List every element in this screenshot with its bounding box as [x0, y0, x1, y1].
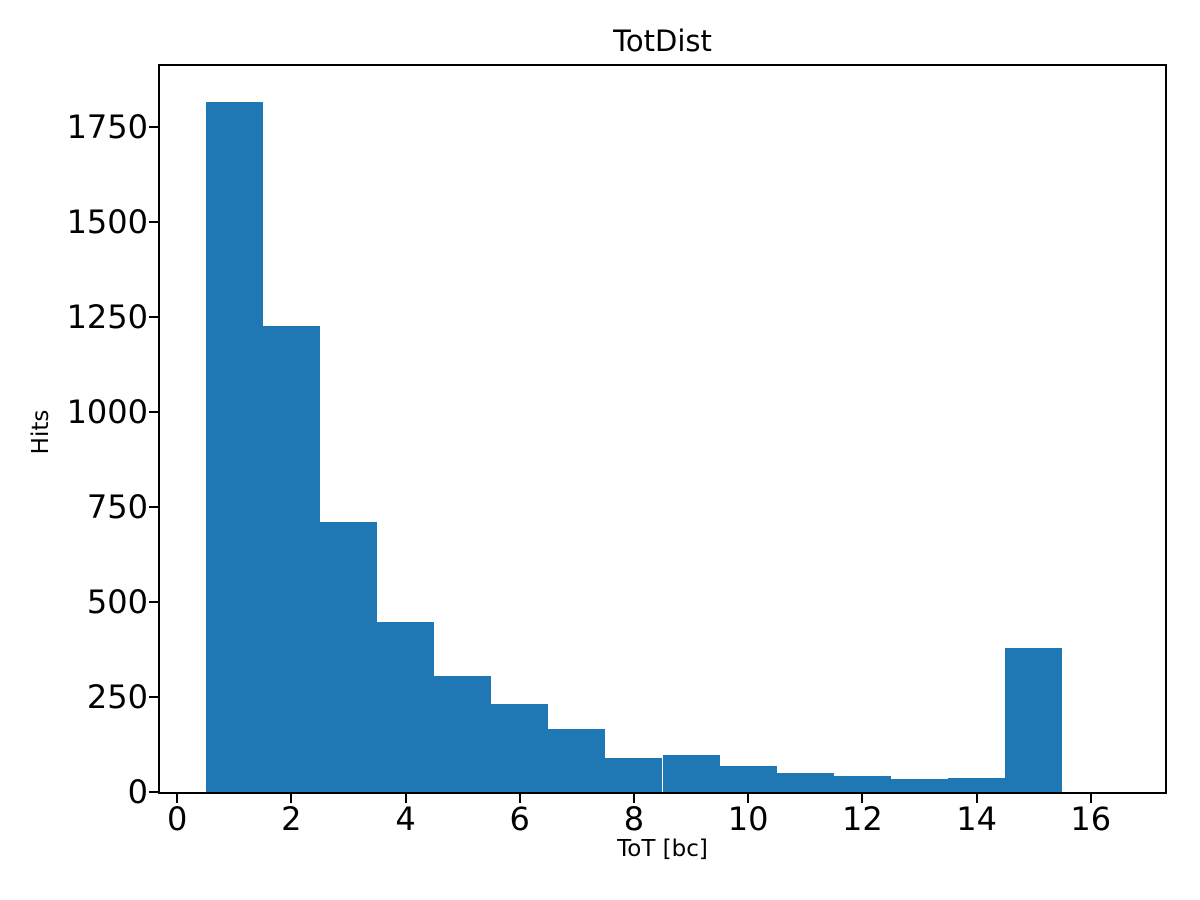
x-tick-label: 4 — [395, 800, 416, 838]
x-tick-label: 14 — [956, 800, 997, 838]
x-tick-label: 0 — [166, 800, 188, 838]
histogram-bar — [662, 754, 720, 792]
y-tick-mark — [149, 410, 158, 413]
y-tick-mark — [149, 695, 158, 698]
x-tick-mark — [861, 794, 864, 803]
y-tick-label: 1000 — [66, 392, 148, 431]
x-tick-label: 16 — [1070, 800, 1112, 838]
y-tick-label: 1500 — [66, 202, 148, 241]
x-tick-label: 12 — [841, 800, 883, 838]
histogram-bar — [776, 773, 834, 792]
y-tick-mark — [149, 125, 158, 128]
histogram-bar — [205, 102, 263, 792]
y-axis-label: Hits — [28, 409, 54, 455]
y-tick-label: 750 — [86, 487, 148, 526]
histogram-bar — [890, 779, 948, 792]
histogram-bar — [376, 622, 435, 792]
histogram-bar — [948, 777, 1006, 792]
x-tick-mark — [290, 794, 293, 803]
y-tick-mark — [149, 600, 158, 603]
x-tick-label: 2 — [281, 800, 302, 838]
histogram-bar — [319, 522, 377, 792]
x-tick-label: 8 — [623, 800, 645, 838]
histogram-bar — [548, 728, 606, 792]
x-tick-mark — [632, 794, 635, 803]
y-tick-label: 1250 — [66, 297, 148, 336]
histogram-bar — [434, 676, 492, 792]
histogram-bar — [719, 766, 777, 792]
y-tick-mark — [149, 220, 158, 223]
histogram-bar — [262, 326, 320, 792]
x-axis-label: ToT [bc] — [617, 836, 708, 862]
y-tick-label: 500 — [86, 582, 148, 621]
x-tick-mark — [176, 794, 179, 803]
y-tick-mark — [149, 505, 158, 508]
histogram-bar — [833, 776, 891, 792]
x-tick-mark — [404, 794, 407, 803]
x-tick-mark — [747, 794, 750, 803]
y-tick-mark — [149, 791, 158, 793]
y-tick-label: 250 — [86, 677, 148, 716]
y-tick-label: 1750 — [66, 107, 148, 146]
chart-title: TotDist — [613, 24, 712, 58]
x-tick-mark — [518, 794, 521, 803]
histogram-bar — [491, 703, 549, 792]
y-tick-label: 0 — [127, 773, 148, 811]
histogram-bar — [605, 757, 663, 792]
x-tick-mark — [975, 794, 978, 803]
x-tick-label: 10 — [727, 800, 769, 838]
plot-area — [158, 64, 1167, 794]
histogram-bar — [1005, 647, 1063, 792]
x-tick-mark — [1089, 794, 1092, 803]
x-tick-label: 6 — [509, 800, 530, 838]
y-tick-mark — [149, 315, 158, 318]
